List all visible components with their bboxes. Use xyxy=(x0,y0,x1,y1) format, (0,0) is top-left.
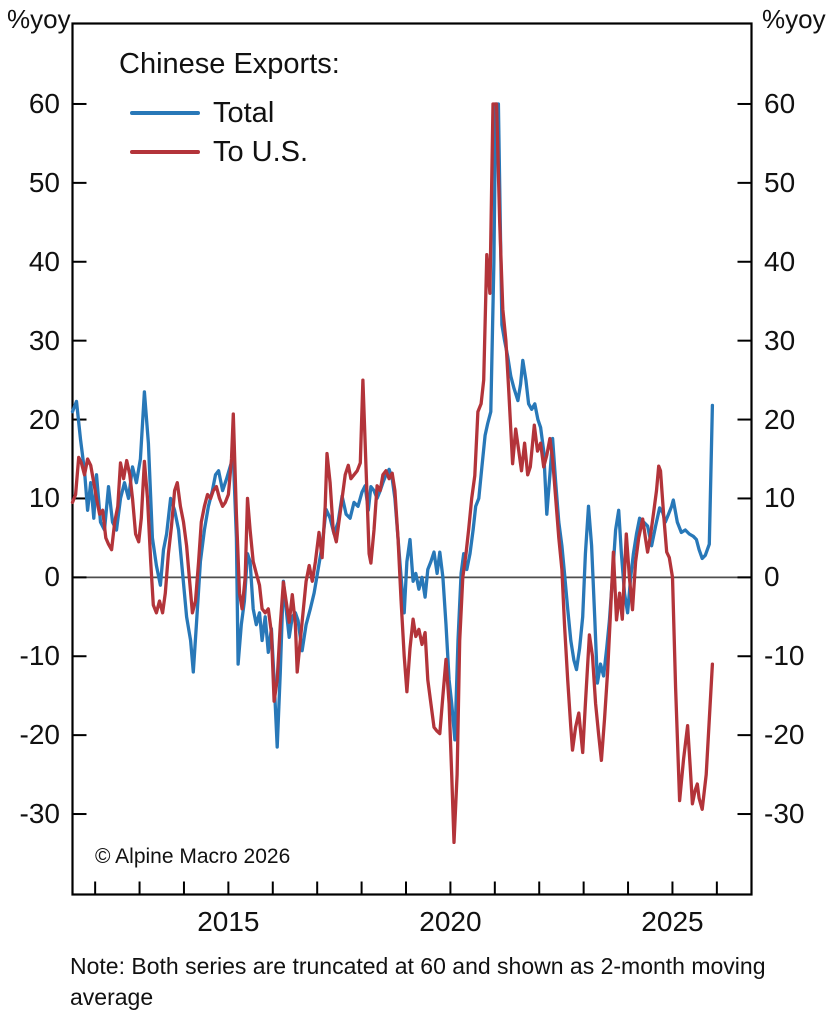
y-tick-label-left--20: -20 xyxy=(19,719,60,751)
y-tick-label-left--30: -30 xyxy=(19,798,60,830)
legend-label-to-us: To U.S. xyxy=(213,136,309,168)
y-tick-label-right--10: -10 xyxy=(764,640,805,672)
legend-label-total: Total xyxy=(213,97,275,129)
copyright-label: © Alpine Macro 2026 xyxy=(95,845,291,868)
y-tick-label-left-10: 10 xyxy=(28,482,60,514)
y-tick-label-left-20: 20 xyxy=(28,403,60,435)
x-tick-label-2020: 2020 xyxy=(419,906,482,937)
y-tick-label-left-0: 0 xyxy=(44,561,60,593)
y-tick-label-right--20: -20 xyxy=(764,719,805,751)
x-tick-label-2025: 2025 xyxy=(641,906,704,937)
y-tick-label-right--30: -30 xyxy=(764,798,805,830)
y-tick-label-right-60: 60 xyxy=(764,87,796,119)
y-tick-label-right-50: 50 xyxy=(764,166,796,198)
y-axis-unit-right: %yoy xyxy=(762,4,826,34)
y-tick-label-right-40: 40 xyxy=(764,245,796,277)
series-line-to-us xyxy=(70,102,715,845)
y-tick-label-left-50: 50 xyxy=(28,166,60,198)
legend-swatch-to-us xyxy=(130,150,200,154)
y-tick-label-left-60: 60 xyxy=(28,87,60,119)
y-tick-label-left--10: -10 xyxy=(19,640,60,672)
y-tick-label-right-0: 0 xyxy=(764,561,780,593)
legend-swatch-total xyxy=(130,111,200,115)
y-tick-label-right-10: 10 xyxy=(764,482,796,514)
x-tick-label-2015: 2015 xyxy=(197,906,260,937)
y-tick-label-right-30: 30 xyxy=(764,324,796,356)
y-tick-label-left-30: 30 xyxy=(28,324,60,356)
y-tick-label-left-40: 40 xyxy=(28,245,60,277)
y-tick-label-right-20: 20 xyxy=(764,403,796,435)
series-line-total xyxy=(70,102,715,749)
y-axis-unit-left: %yoy xyxy=(7,4,71,34)
plot-frame xyxy=(71,22,753,896)
legend-title: Chinese Exports: xyxy=(119,48,340,80)
footnote: Note: Both series are truncated at 60 an… xyxy=(70,953,766,1010)
